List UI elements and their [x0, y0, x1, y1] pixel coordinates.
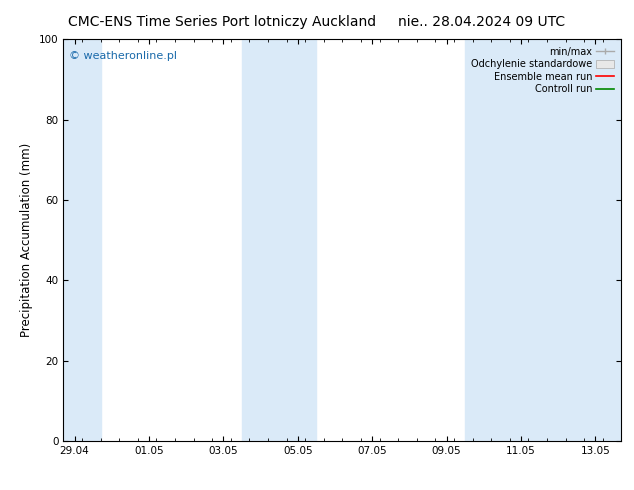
Bar	[63, 39, 101, 441]
Text: CMC-ENS Time Series Port lotniczy Auckland: CMC-ENS Time Series Port lotniczy Auckla…	[68, 15, 376, 29]
Text: © weatheronline.pl: © weatheronline.pl	[69, 51, 177, 61]
Legend: min/max, Odchylenie standardowe, Ensemble mean run, Controll run: min/max, Odchylenie standardowe, Ensembl…	[468, 44, 616, 97]
Y-axis label: Precipitation Accumulation (mm): Precipitation Accumulation (mm)	[20, 143, 34, 337]
Bar	[242, 39, 316, 441]
Bar	[465, 39, 621, 441]
Text: nie.. 28.04.2024 09 UTC: nie.. 28.04.2024 09 UTC	[398, 15, 566, 29]
